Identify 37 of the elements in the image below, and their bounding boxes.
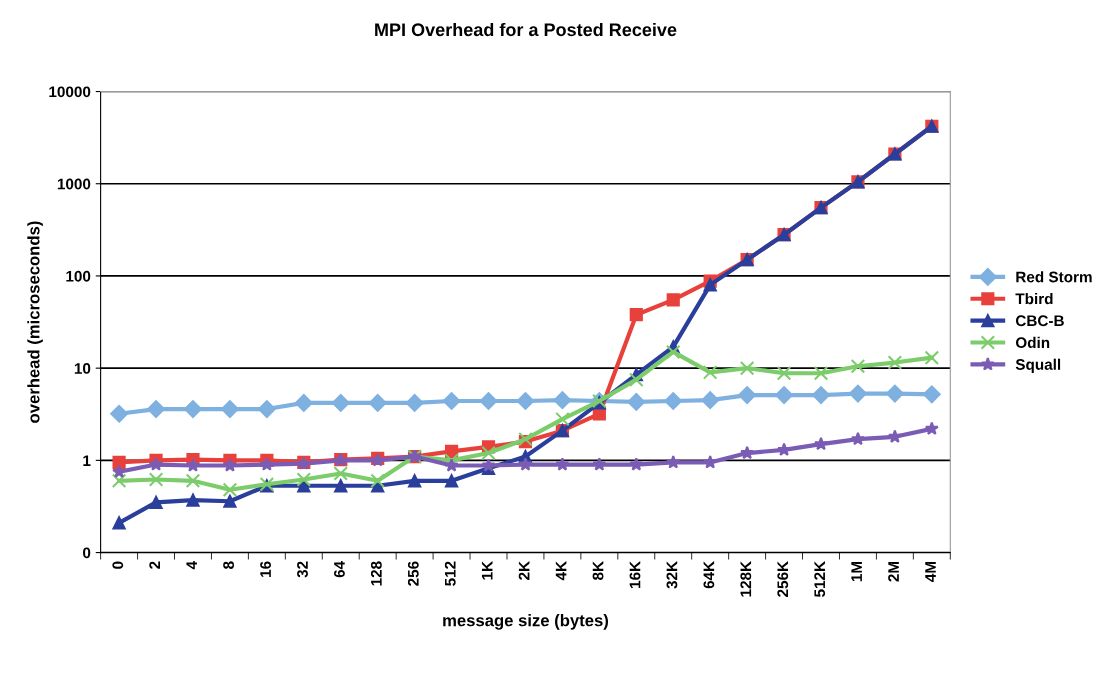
- x-tick-label: 1K: [481, 561, 493, 580]
- x-tick-label: 8: [223, 561, 235, 569]
- x-tick-label: 4K: [555, 561, 567, 581]
- x-tick-label: 8K: [592, 561, 604, 580]
- legend-label: Squall: [1015, 358, 1061, 373]
- x-tick-label: 128K: [740, 561, 752, 597]
- y-tick-label: 1: [83, 455, 91, 466]
- x-tick-label: 64: [334, 560, 345, 578]
- legend-label: CBC-B: [1015, 315, 1064, 327]
- x-tick-label: 128: [370, 561, 382, 586]
- y-tick-label: 10: [74, 363, 91, 374]
- x-tick-label: 2M: [888, 561, 899, 582]
- y-tick-label: 100: [66, 270, 91, 282]
- y-axis-title: overhead (microseconds): [27, 221, 43, 423]
- x-tick-label: 32K: [666, 561, 678, 589]
- x-axis-title: message size (bytes): [443, 614, 609, 630]
- legend-label: Odin: [1015, 336, 1050, 349]
- x-tick-label: 256K: [777, 561, 789, 597]
- x-tick-label: 32: [297, 561, 308, 578]
- x-tick-label: 4M: [925, 561, 936, 582]
- legend-label: Red Storm: [1016, 271, 1092, 283]
- x-tick-label: 4: [186, 560, 197, 570]
- legend-label: Tbird: [1015, 293, 1053, 305]
- x-tick-label: 16K: [629, 561, 641, 588]
- y-tick-label: 1000: [57, 178, 91, 190]
- x-tick-label: 1M: [851, 561, 862, 582]
- x-tick-label: 16: [260, 561, 271, 577]
- x-tick-label: 64K: [703, 561, 715, 589]
- x-tick-label: 2: [149, 561, 160, 569]
- x-tick-label: 0: [112, 561, 124, 569]
- x-tick-label: 256: [407, 561, 419, 586]
- x-tick-label: 512K: [814, 561, 826, 597]
- chart-title: MPI Overhead for a Posted Receive: [375, 22, 677, 37]
- y-tick-label: 0: [83, 547, 91, 559]
- x-tick-label: 512: [444, 561, 456, 586]
- x-tick-label: 2K: [518, 561, 530, 580]
- y-tick-label: 10000: [49, 86, 91, 98]
